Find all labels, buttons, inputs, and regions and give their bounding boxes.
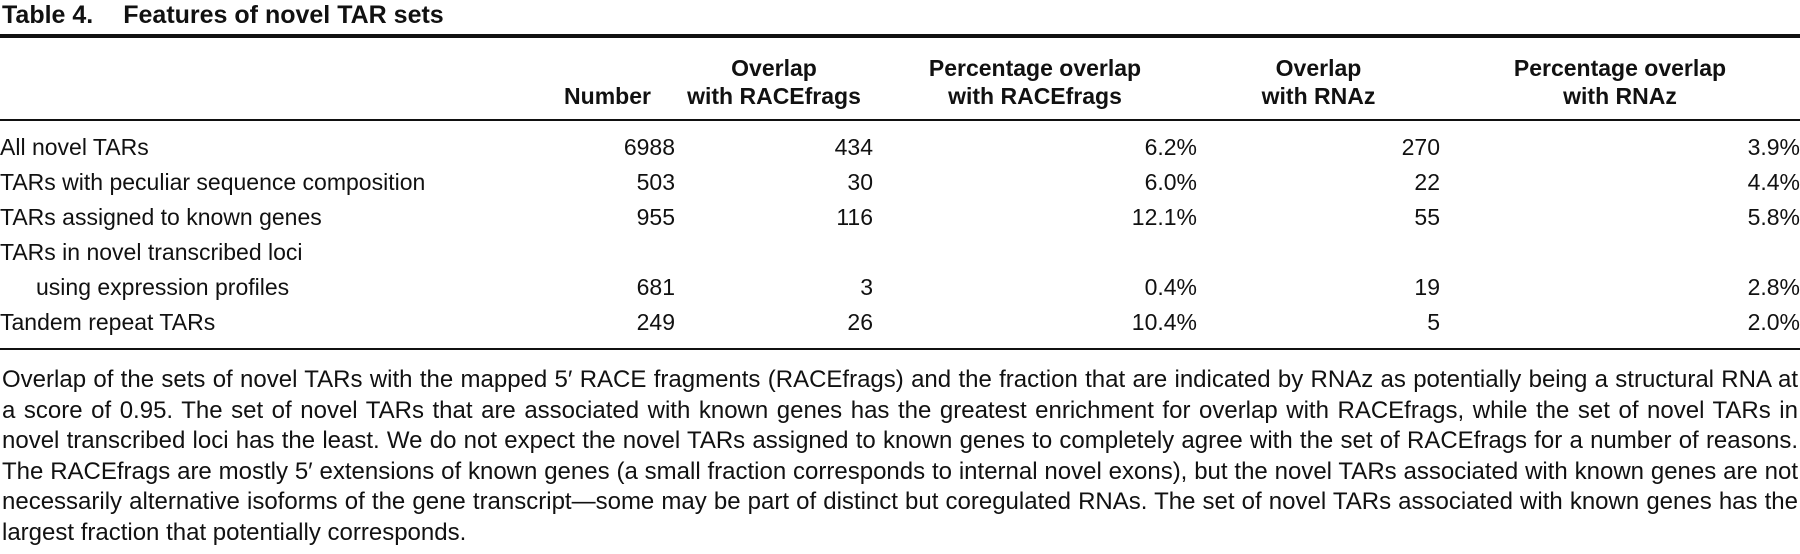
table-cell-pct-racefrags: 12.1% <box>1131 204 1197 230</box>
table-row-novel-transcribed-loci: TARs in novel transcribed loci <box>0 235 1800 270</box>
table-title: Table 4. Features of novel TAR sets <box>0 0 1800 38</box>
row-label: TARs with peculiar sequence composition <box>0 169 426 195</box>
table-cell-number: 955 <box>636 204 675 230</box>
table-cell-overlap-rnaz: 55 <box>1414 204 1440 230</box>
table-cell-pct-rnaz: 5.8% <box>1747 204 1800 230</box>
table-cell-number: 681 <box>636 274 675 300</box>
row-label: TARs assigned to known genes <box>0 204 322 230</box>
table-cell-pct-racefrags: 6.0% <box>1144 169 1197 195</box>
table-cell-overlap-racefrags: 116 <box>836 204 873 230</box>
table-cell-overlap-rnaz: 5 <box>1427 309 1440 335</box>
column-header-pct-overlap-rnaz: Percentage overlap with RNAz <box>1440 38 1800 121</box>
table-cell-pct-racefrags: 6.2% <box>1144 134 1197 160</box>
table-cell-pct-racefrags: 10.4% <box>1131 309 1197 335</box>
row-label: using expression profiles <box>36 274 290 300</box>
table-row-peculiar-sequence: TARs with peculiar sequence composition … <box>0 165 1800 200</box>
table-cell-overlap-rnaz: 19 <box>1414 274 1440 300</box>
table-cell-pct-racefrags: 0.4% <box>1144 274 1197 300</box>
table-cell-overlap-racefrags: 26 <box>847 309 873 335</box>
header-line: with RNAz <box>1261 83 1376 109</box>
table-row-assigned-known-genes: TARs assigned to known genes 955 116 12.… <box>0 200 1800 235</box>
header-line: with RACEfrags <box>948 83 1122 109</box>
header-line: Percentage overlap <box>1513 55 1727 81</box>
row-label: TARs in novel transcribed loci <box>0 239 303 265</box>
features-table: Number Overlap with RACEfrags Percentage… <box>0 38 1800 350</box>
table-cell-overlap-racefrags: 3 <box>860 274 873 300</box>
table-row-all-novel-tars: All novel TARs 6988 434 6.2% 270 3.9% <box>0 120 1800 165</box>
header-line: with RNAz <box>1563 83 1677 109</box>
table-cell-pct-rnaz: 3.9% <box>1747 134 1800 160</box>
row-label: All novel TARs <box>0 134 149 160</box>
table-row-expression-profiles: using expression profiles 681 3 0.4% 19 … <box>0 270 1800 305</box>
column-header-number: Number <box>540 38 675 121</box>
table-body: All novel TARs 6988 434 6.2% 270 3.9% TA… <box>0 120 1800 349</box>
table-cell-number: 6988 <box>623 134 675 160</box>
table-cell-overlap-racefrags: 30 <box>847 169 873 195</box>
header-line: Overlap <box>1275 55 1362 81</box>
table-cell-overlap-racefrags: 434 <box>834 134 873 160</box>
row-label: Tandem repeat TARs <box>0 309 216 335</box>
column-header-overlap-rnaz: Overlap with RNAz <box>1197 38 1440 121</box>
header-row: Number Overlap with RACEfrags Percentage… <box>0 38 1800 121</box>
column-header-overlap-racefrags: Overlap with RACEfrags <box>675 38 873 121</box>
table-cell-overlap-rnaz: 22 <box>1414 169 1440 195</box>
column-header-rowlabel <box>0 38 540 121</box>
header-line: Overlap <box>731 55 817 81</box>
table-cell-number: 249 <box>636 309 675 335</box>
table-title-text: Features of novel TAR sets <box>123 1 444 29</box>
table-cell-overlap-rnaz <box>1197 235 1440 270</box>
table-cell-overlap-rnaz: 270 <box>1401 134 1440 160</box>
table-row-tandem-repeat: Tandem repeat TARs 249 26 10.4% 5 2.0% <box>0 305 1800 349</box>
table-cell-pct-rnaz: 2.8% <box>1747 274 1800 300</box>
header-line: with RACEfrags <box>687 83 861 109</box>
table-cell-pct-racefrags <box>873 235 1197 270</box>
table-header: Number Overlap with RACEfrags Percentage… <box>0 38 1800 121</box>
table-cell-pct-rnaz: 2.0% <box>1747 309 1800 335</box>
table-cell-overlap-racefrags <box>675 235 873 270</box>
column-header-pct-overlap-racefrags: Percentage overlap with RACEfrags <box>873 38 1197 121</box>
table-caption: Overlap of the sets of novel TARs with t… <box>2 366 1798 546</box>
header-line: Percentage overlap <box>928 55 1142 81</box>
table-cell-pct-rnaz <box>1440 235 1800 270</box>
table-cell-pct-rnaz: 4.4% <box>1747 169 1800 195</box>
header-line: Number <box>564 83 651 109</box>
table-number-label: Table 4. <box>2 1 94 29</box>
table-cell-number: 503 <box>636 169 675 195</box>
table-cell-number <box>540 235 675 270</box>
